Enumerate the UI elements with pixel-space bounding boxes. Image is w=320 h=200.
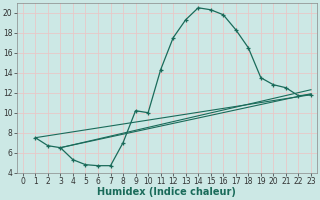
X-axis label: Humidex (Indice chaleur): Humidex (Indice chaleur) [98,187,236,197]
